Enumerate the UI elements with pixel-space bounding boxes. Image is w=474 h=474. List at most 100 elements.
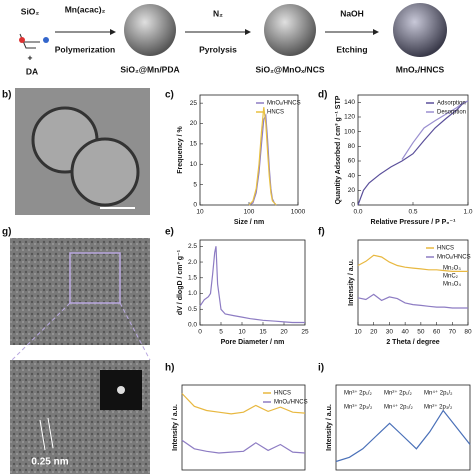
schematic-label: SiO₂@Mn/PDA (120, 64, 179, 74)
panel-label: g) (2, 227, 11, 238)
y-axis-label: dV / dlogD / cm³ g⁻¹ (177, 249, 184, 315)
series-line (357, 100, 469, 206)
legend-label: Desorption (437, 110, 466, 116)
x-tick-label: 20 (280, 329, 288, 336)
panel-label: h) (165, 363, 174, 374)
legend-label: HNCS (437, 246, 454, 252)
annotation: Mn²⁺ 2p₃/₂ (424, 404, 453, 411)
y-tick-label: 140 (344, 99, 355, 106)
x-tick-label: 0.5 (408, 209, 417, 216)
schematic-label: SiO₂ (21, 6, 40, 16)
y-tick-label: 15 (190, 141, 198, 148)
panel-label: d) (318, 90, 327, 101)
x-tick-label: 25 (301, 329, 309, 336)
schematic-label: Etching (336, 44, 367, 54)
annotation: Mn₂O₃ (443, 266, 461, 272)
series-line (248, 113, 277, 206)
x-tick-label: 5 (219, 329, 223, 336)
panel-label: c) (165, 90, 174, 101)
x-tick-label: 1.0 (463, 209, 472, 216)
legend-label: HNCS (274, 391, 291, 397)
sphere (124, 4, 176, 56)
annotation: MnC₂ (443, 274, 459, 280)
y-tick-label: 2.0 (188, 259, 197, 266)
x-tick-label: 100 (244, 209, 255, 216)
schematic-label: N₂ (213, 8, 223, 18)
series-line (357, 254, 468, 272)
x-tick-label: 15 (259, 329, 267, 336)
fringe (39, 419, 46, 451)
legend-label: HNCS (267, 110, 284, 116)
panel-label: i) (318, 363, 324, 374)
annotation: Mn⁴⁺ 2p₃/₂ (384, 404, 414, 411)
y-tick-label: 0.5 (188, 306, 197, 313)
x-tick-label: 80 (464, 329, 472, 336)
y-tick-label: 0.0 (188, 322, 197, 329)
legend-label: MnOₓ/HNCS (437, 255, 471, 261)
x-tick-label: 30 (386, 329, 394, 336)
zoom-box (69, 252, 121, 304)
scale-label: 0.25 nm (31, 457, 68, 468)
series-line (248, 107, 277, 206)
y-tick-label: 1.0 (188, 290, 197, 297)
legend-label: MnOₓ/HNCS (274, 400, 308, 406)
x-tick-label: 60 (433, 329, 441, 336)
y-tick-label: 20 (190, 120, 198, 127)
zoom-line (119, 302, 151, 361)
plot-frame (357, 239, 469, 326)
plot-frame (181, 384, 306, 471)
plot-frame (335, 384, 471, 471)
schematic (19, 3, 447, 57)
y-tick-label: 0 (193, 202, 197, 209)
panel-label: b) (2, 90, 11, 101)
schematic-label: SiO₂@MnOₓ/NCS (255, 64, 324, 74)
annotation: Mn³⁺ 2p₃/₂ (344, 404, 373, 411)
schematic-label: + (28, 52, 33, 62)
y-tick-label: 100 (344, 128, 355, 135)
schematic-label: Mn(acac)₂ (65, 4, 106, 14)
x-tick-label: 0 (198, 329, 202, 336)
series-line (357, 293, 468, 309)
atom (43, 37, 49, 43)
x-tick-label: 10 (238, 329, 246, 336)
series-line (181, 439, 306, 454)
panel-label: f) (318, 227, 325, 238)
panel-label: e) (165, 227, 174, 238)
sphere (264, 4, 316, 56)
x-tick-label: 50 (417, 329, 425, 336)
annotation: Mn₃O₄ (443, 282, 461, 288)
y-tick-label: 120 (344, 114, 355, 121)
y-tick-label: 20 (348, 187, 356, 194)
y-tick-label: 60 (348, 158, 356, 165)
fringe (47, 417, 54, 449)
schematic-label: NaOH (340, 8, 364, 18)
x-axis-label: Size / nm (234, 219, 264, 226)
series-line (199, 246, 305, 324)
y-tick-label: 1.5 (188, 274, 197, 281)
x-axis-label: Pore Diameter / nm (221, 339, 285, 346)
y-tick-label: 5 (193, 181, 197, 188)
series-line (401, 100, 469, 160)
y-tick-label: 40 (348, 172, 356, 179)
x-tick-label: 10 (354, 329, 362, 336)
hrtem-image (10, 238, 150, 345)
particle (70, 137, 140, 207)
y-axis-label: Intensity / a.u. (172, 404, 179, 451)
x-axis-label: 2 Theta / degree (386, 339, 439, 346)
x-tick-label: 70 (449, 329, 457, 336)
x-tick-label: 10 (196, 209, 204, 216)
series-line (335, 409, 471, 463)
fft-spot (117, 386, 125, 394)
x-tick-label: 1000 (291, 209, 306, 216)
y-tick-label: 10 (190, 161, 198, 168)
y-tick-label: 80 (348, 143, 356, 150)
schematic-label: Pyrolysis (199, 44, 237, 54)
y-axis-label: Intensity / a.u. (326, 404, 333, 451)
schematic-label: DA (26, 66, 38, 76)
y-axis-label: Frequency / % (177, 126, 184, 174)
y-tick-label: 2.5 (188, 243, 197, 250)
annotation: Mn⁴⁺ 2p₁/₂ (424, 390, 453, 397)
atom (19, 37, 25, 43)
annotation: Mn³⁺ 2p₁/₂ (344, 390, 373, 397)
y-axis-label: Quantity Adsorbed / cm³ g⁻¹ STP (335, 95, 342, 204)
